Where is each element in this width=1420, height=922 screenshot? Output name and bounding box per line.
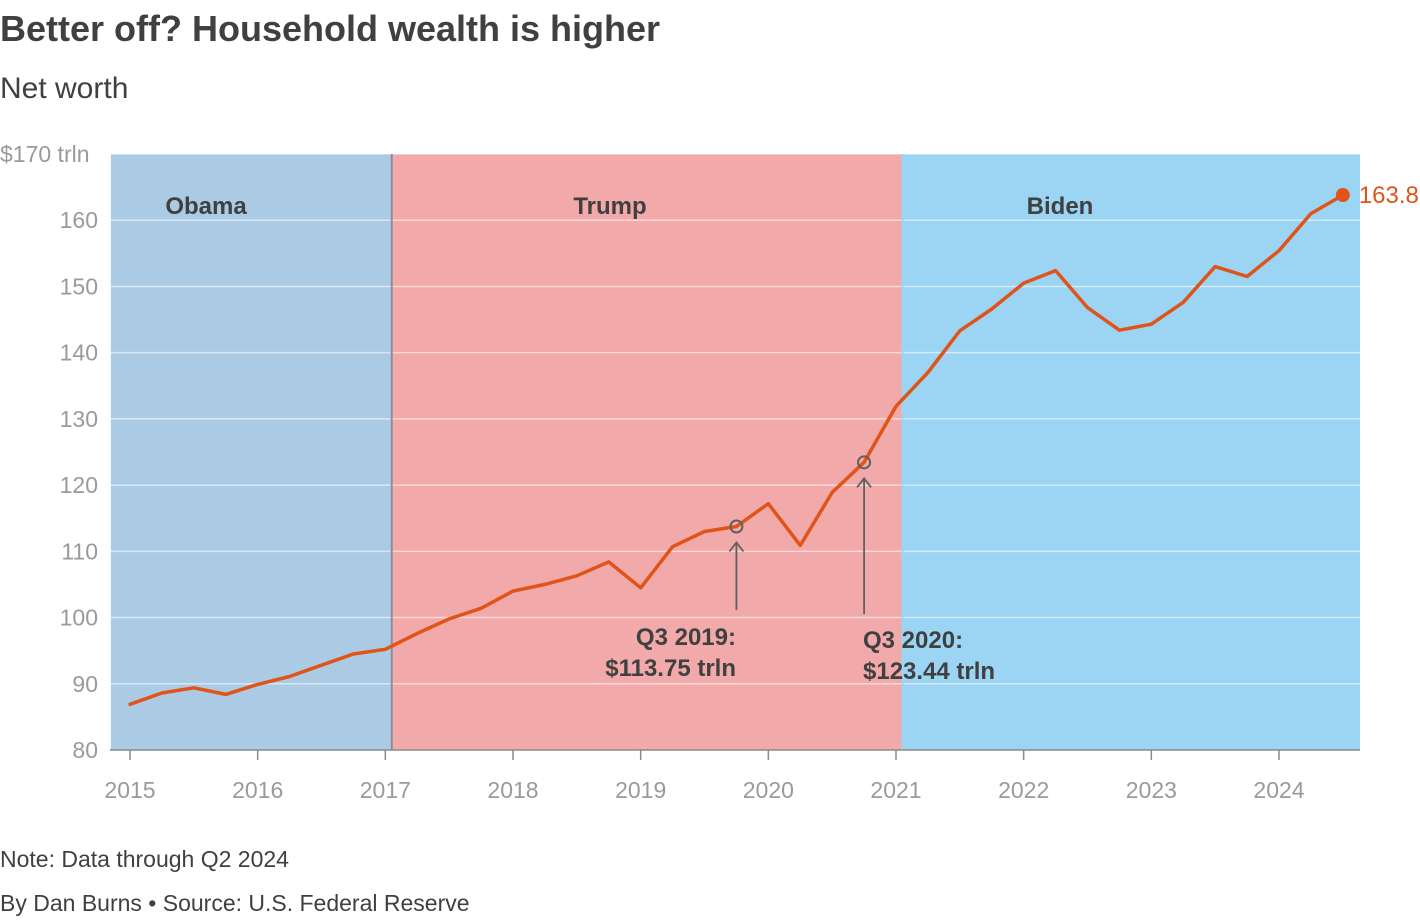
chart-note: Note: Data through Q2 2024	[0, 846, 289, 872]
y-tick-label-90: 90	[72, 671, 98, 697]
y-tick-label-100: 100	[60, 605, 98, 631]
annotation-label-2-line1: Q3 2020:	[863, 627, 963, 654]
end-point-dot	[1335, 188, 1350, 203]
chart-title: Better off? Household wealth is higher	[0, 8, 661, 49]
y-tick-label-110: 110	[61, 538, 98, 564]
x-tick-label-2024: 2024	[1253, 777, 1304, 803]
chart-credit: By Dan Burns • Source: U.S. Federal Rese…	[0, 890, 470, 916]
era-label-obama: Obama	[165, 193, 247, 220]
annotation-marker-2	[857, 455, 872, 470]
y-tick-label-150: 150	[60, 273, 98, 299]
annotation-label-2-line2: $123.44 trln	[863, 658, 995, 685]
annotation-label-1-line2: $113.75 trln	[605, 655, 736, 682]
annotation-label-1-line1: Q3 2019:	[636, 624, 736, 651]
x-tick-label-2023: 2023	[1126, 777, 1177, 803]
y-tick-label-140: 140	[60, 340, 98, 366]
x-tick-label-2017: 2017	[360, 777, 411, 803]
x-tick-label-2019: 2019	[615, 777, 666, 803]
y-tick-label-120: 120	[60, 472, 98, 498]
annotation-arrow-head-1	[728, 541, 745, 553]
x-tick-label-2022: 2022	[998, 777, 1049, 803]
chart-subtitle: Net worth	[0, 72, 129, 105]
era-label-biden: Biden	[1027, 193, 1094, 220]
x-tick-label-2015: 2015	[104, 777, 155, 803]
era-band-trump	[391, 154, 903, 750]
net-worth-line	[128, 193, 1345, 707]
x-tick-label-2020: 2020	[743, 777, 794, 803]
x-tick-label-2016: 2016	[232, 777, 283, 803]
x-tick-label-2021: 2021	[870, 777, 921, 803]
end-value-label: 163.8	[1359, 182, 1419, 209]
era-band-biden	[902, 154, 1360, 750]
era-label-trump: Trump	[573, 193, 646, 220]
annotation-marker-1	[729, 519, 744, 534]
y-tick-label-130: 130	[60, 406, 98, 432]
y-tick-label-170: $170 trln	[0, 141, 90, 167]
era-band-obama	[110, 154, 392, 750]
y-tick-label-160: 160	[60, 207, 98, 233]
y-tick-label-80: 80	[72, 737, 98, 763]
x-tick-label-2018: 2018	[487, 777, 538, 803]
annotation-arrow-head-2	[856, 476, 872, 488]
